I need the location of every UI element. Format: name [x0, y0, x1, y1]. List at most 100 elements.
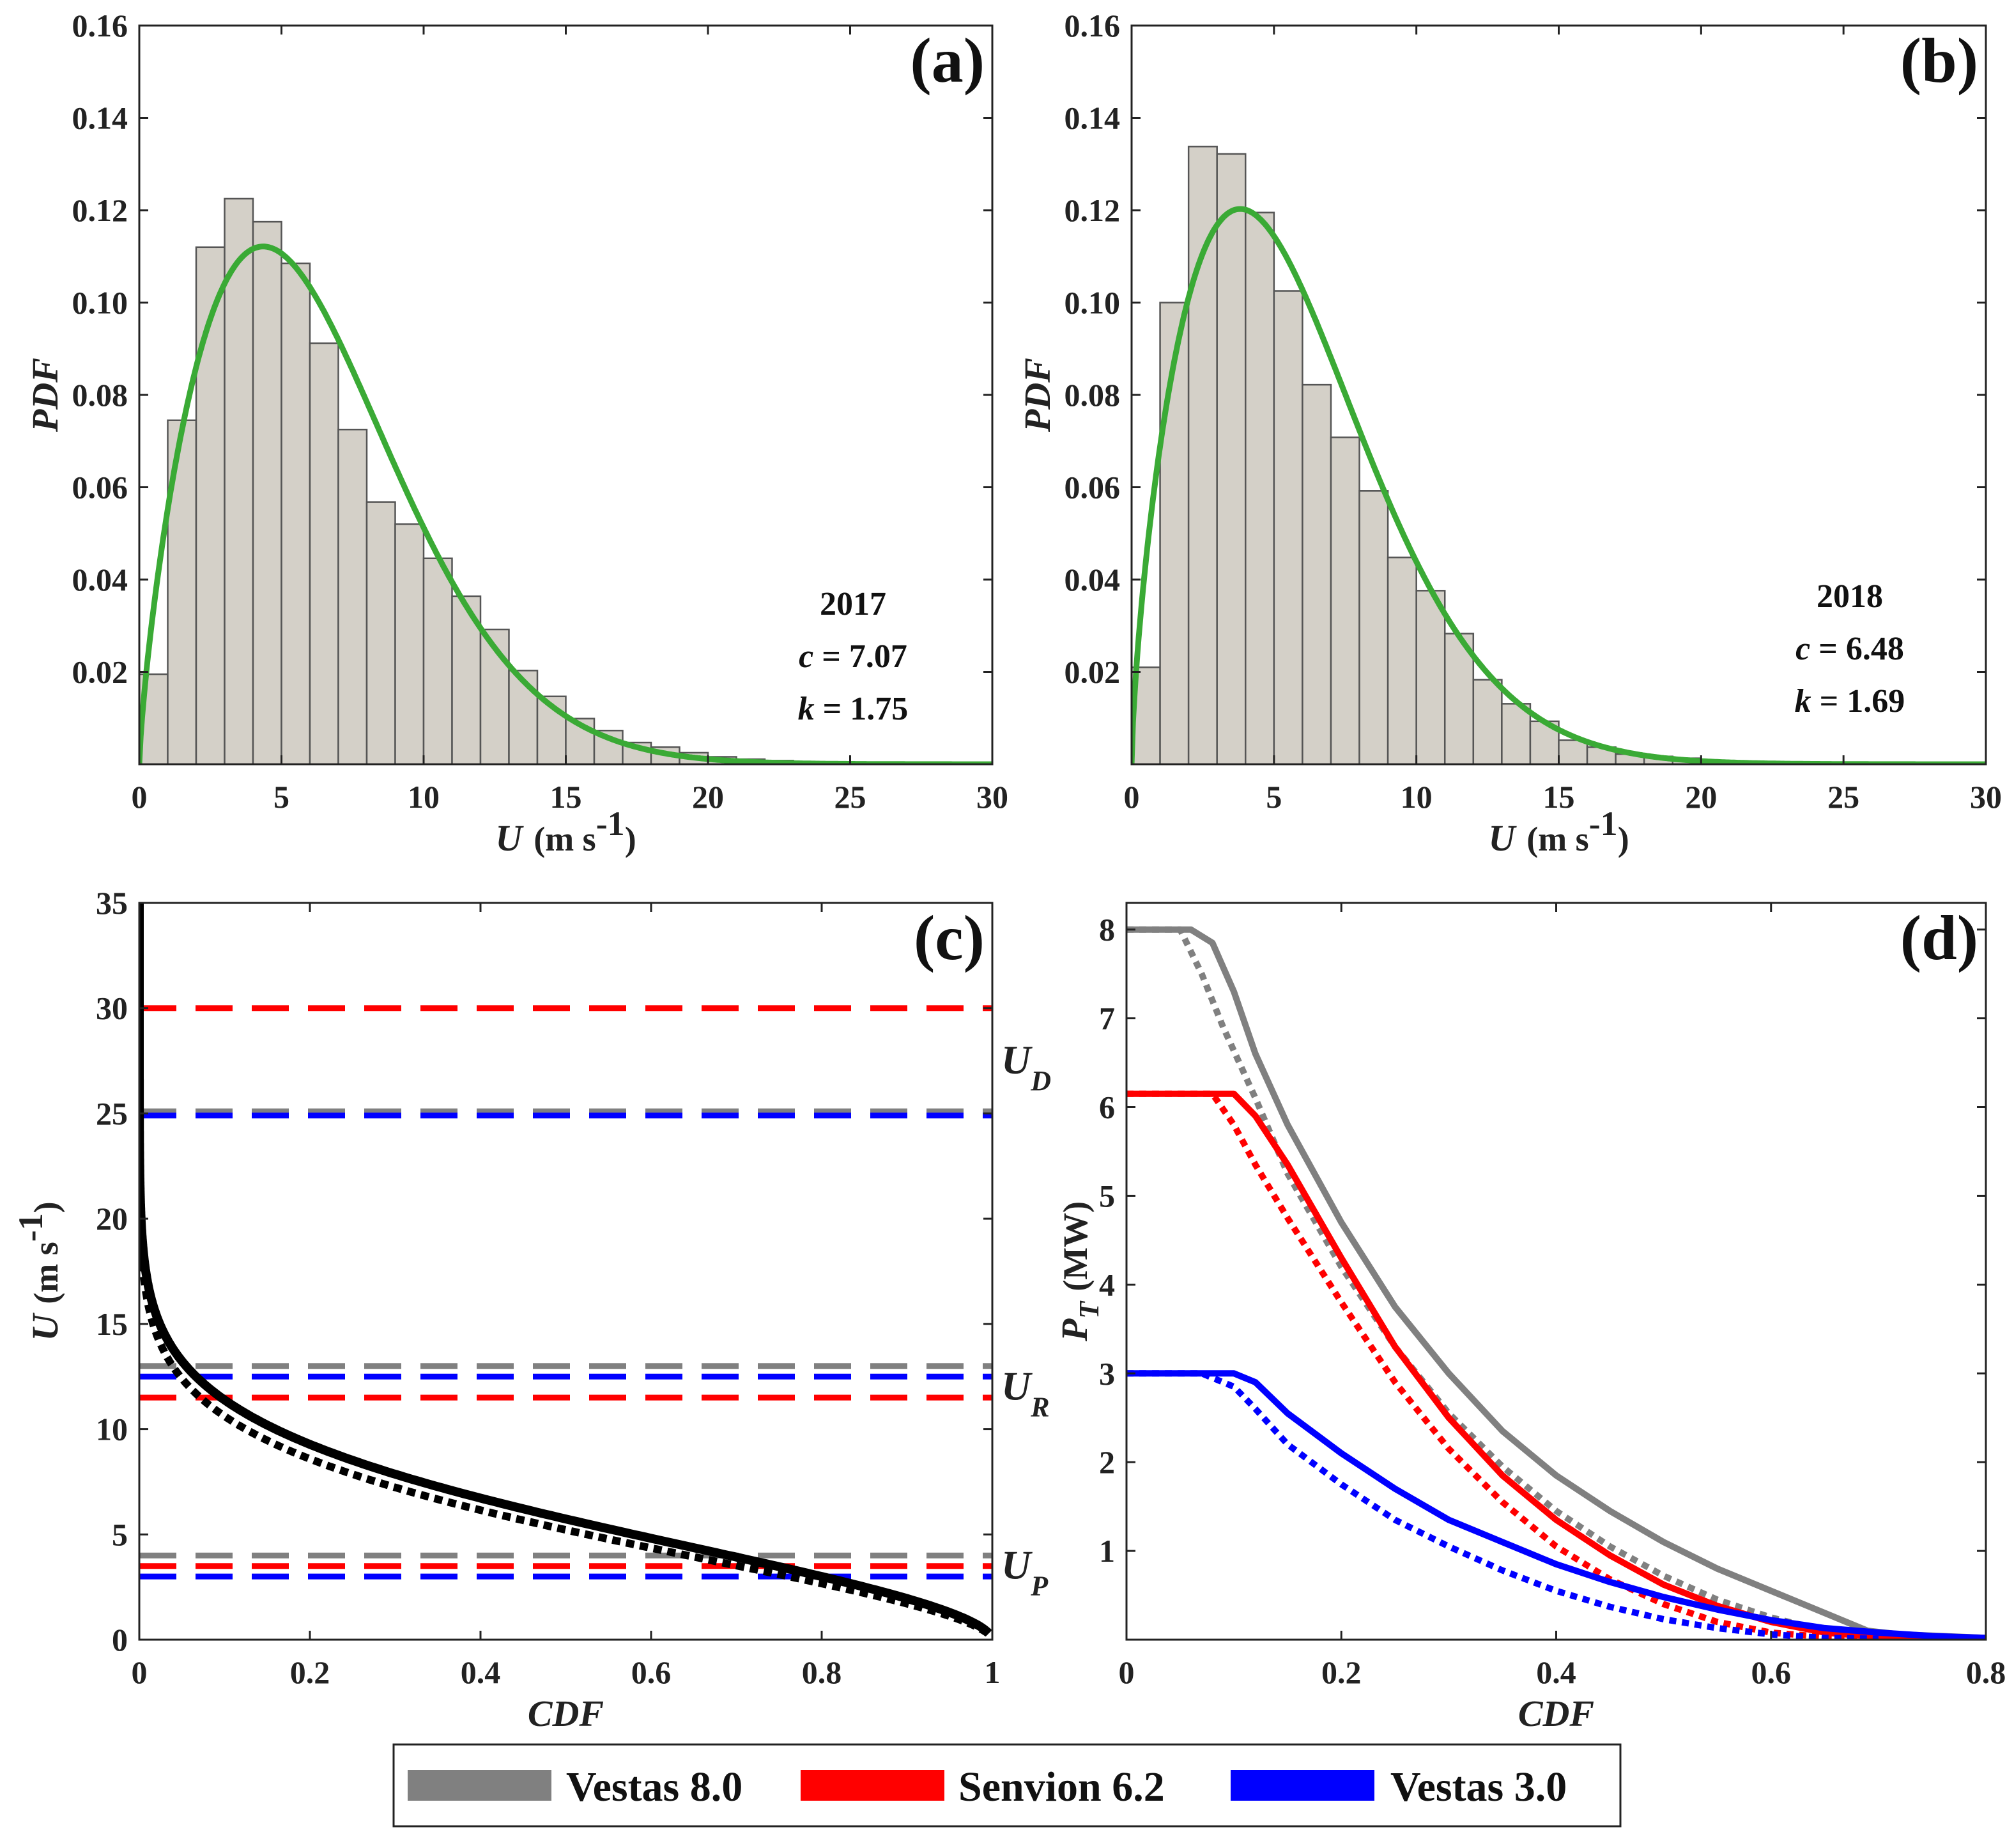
x-tick-label: 0.8	[802, 1654, 842, 1690]
x-axis-symbol: CDF	[528, 1693, 604, 1734]
x-axis-label: U (m s-1)	[495, 805, 636, 859]
x-axis-symbol: CDF	[1518, 1693, 1594, 1734]
x-axis-symbol: U	[495, 817, 524, 859]
y-axis-unit-sup: -1	[12, 1213, 50, 1242]
power-curve-solid	[1126, 1090, 1933, 1640]
y-tick-label: 35	[96, 885, 128, 921]
power-curve-solid	[1126, 926, 1986, 1640]
x-tick-label: 15	[550, 779, 582, 815]
x-tick-label: 5	[1266, 779, 1282, 815]
x-tick-label: 30	[976, 779, 1008, 815]
y-tick-label: 8	[1099, 912, 1115, 948]
y-tick-label: 0.06	[1065, 470, 1121, 505]
threshold-subscript: D	[1030, 1065, 1051, 1097]
histogram-bar	[1558, 739, 1588, 764]
x-axis-unit-end: )	[1618, 820, 1629, 858]
threshold-subscript: P	[1030, 1571, 1049, 1602]
cdf-curve-solid	[139, 903, 992, 1637]
histogram-bar	[1330, 436, 1360, 764]
threshold-label: UD	[1001, 1037, 1051, 1097]
x-tick-label: 0	[132, 1654, 148, 1690]
x-tick-label: 1	[985, 1654, 1001, 1690]
panel-0: 0 5 10 15 20 25 30 0.02 0.04 0.06 0.08 0.10 0.12 0.14…	[24, 8, 1008, 859]
c-symbol: c	[1795, 631, 1810, 667]
x-axis-label: U (m s-1)	[1488, 805, 1629, 859]
x-axis-unit: (m s	[1526, 820, 1588, 858]
power-curve-solid	[1126, 1370, 1986, 1640]
y-tick-label: 0.16	[72, 8, 128, 43]
y-axis-symbol: PDF	[24, 358, 66, 433]
plot-area	[139, 903, 992, 1637]
legend-label: Vestas 3.0	[1390, 1764, 1567, 1810]
year-label: 2017	[820, 586, 886, 622]
histogram-bar	[1302, 383, 1332, 764]
x-tick-label: 10	[408, 779, 440, 815]
c-parameter: c = 7.07	[799, 638, 907, 675]
y-tick-label: 5	[112, 1516, 128, 1552]
x-tick-label: 15	[1543, 779, 1575, 815]
panel-3: 0 0.2 0.4 0.6 0.8 1 2 3 4 5 6 7 8 (d) CDF PT (MW)	[1054, 902, 2006, 1734]
x-tick-label: 10	[1401, 779, 1433, 815]
y-axis-unit: (MW)	[1056, 1201, 1095, 1291]
plot-area	[1132, 146, 1986, 764]
x-tick-label: 20	[692, 779, 724, 815]
histogram-bar	[337, 428, 368, 764]
legend-box	[392, 1743, 1622, 1828]
x-tick-label: 0.2	[1321, 1654, 1362, 1690]
y-tick-label: 0.08	[1065, 377, 1121, 413]
histogram-bar	[1443, 633, 1475, 764]
panel-label: (a)	[910, 25, 985, 96]
x-tick-label: 0.4	[1536, 1654, 1576, 1690]
y-axis-label: PDF	[24, 358, 66, 433]
y-axis-symbol: P	[1054, 1318, 1095, 1342]
k-parameter: k = 1.75	[798, 691, 909, 727]
y-axis-symbol: U	[24, 1313, 66, 1341]
histogram-bar	[281, 262, 311, 764]
c-symbol: c	[799, 638, 813, 675]
y-tick-label: 5	[1099, 1178, 1115, 1213]
threshold-symbol: U	[1001, 1037, 1033, 1082]
histogram-bar	[252, 220, 282, 764]
y-tick-label: 0.16	[1065, 8, 1121, 43]
histogram-bar	[1187, 146, 1218, 764]
x-axis-symbol: U	[1488, 817, 1517, 859]
x-tick-label: 25	[834, 779, 866, 815]
x-tick-label: 25	[1827, 779, 1859, 815]
y-axis-label: PDF	[1017, 358, 1058, 433]
y-tick-label: 3	[1099, 1355, 1115, 1391]
threshold-symbol: U	[1001, 1364, 1033, 1409]
histogram-bar	[224, 197, 254, 764]
y-axis-label: U (m s-1)	[12, 1201, 66, 1341]
panel-1: 0 5 10 15 20 25 30 0.02 0.04 0.06 0.08 0.10 0.12 0.14…	[1017, 8, 2002, 859]
x-tick-label: 0.4	[461, 1654, 501, 1690]
histogram-bar	[1245, 212, 1275, 764]
y-tick-label: 6	[1099, 1090, 1115, 1125]
y-tick-label: 0.08	[72, 377, 128, 413]
x-tick-label: 5	[273, 779, 289, 815]
y-tick-label: 4	[1099, 1267, 1115, 1302]
panel-label: (c)	[914, 902, 985, 973]
legend-label: Senvion 6.2	[958, 1764, 1165, 1810]
histogram-bar	[1415, 590, 1446, 764]
panel-label: (d)	[1900, 902, 1978, 973]
power-curve-dotted	[1126, 1090, 1879, 1640]
y-tick-label: 0.04	[72, 562, 128, 597]
x-axis-label: CDF	[528, 1693, 604, 1734]
x-axis-unit-end: )	[625, 820, 636, 858]
histogram-bar	[1358, 490, 1389, 764]
legend: Vestas 8.0 Senvion 6.2 Vestas 3.0	[392, 1743, 1622, 1828]
y-tick-label: 7	[1099, 1001, 1115, 1036]
threshold-label: UR	[1001, 1364, 1050, 1423]
x-tick-label: 0	[1119, 1654, 1135, 1690]
histogram-bar	[309, 342, 339, 764]
axes-frame	[138, 902, 994, 1641]
x-tick-label: 0.8	[1966, 1654, 2006, 1690]
y-tick-label: 1	[1099, 1533, 1115, 1569]
histogram-bar	[1387, 557, 1417, 764]
y-tick-label: 0.12	[1065, 192, 1121, 228]
x-axis-unit: (m s	[534, 820, 596, 858]
y-tick-label: 0.10	[72, 285, 128, 321]
k-parameter: k = 1.69	[1795, 683, 1905, 720]
y-tick-label: 0.12	[72, 192, 128, 228]
